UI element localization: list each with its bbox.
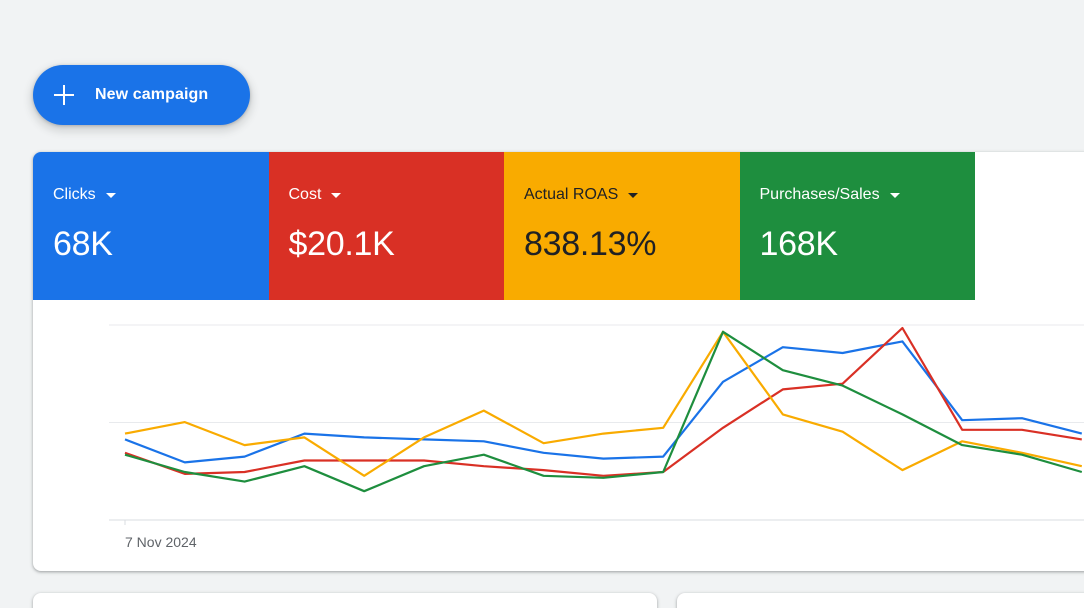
new-campaign-button[interactable]: New campaign [33, 65, 250, 125]
new-campaign-label: New campaign [95, 86, 209, 103]
metric-header: Purchases/Sales [760, 185, 976, 205]
metric-name: Purchases/Sales [759, 186, 880, 203]
dropdown-caret-icon[interactable] [889, 192, 900, 198]
dropdown-caret-icon[interactable] [105, 192, 116, 198]
metric-header: Clicks [53, 185, 269, 205]
series-line-1 [124, 340, 1083, 464]
dropdown-caret-icon[interactable] [331, 192, 342, 198]
metric-tab-actual-roas[interactable]: Actual ROAS 838.13% [504, 152, 740, 300]
metric-value: $20.1K [288, 225, 395, 263]
metric-tabs: Clicks 68K Cost $20.1K Actual ROAS 838.1… [33, 152, 975, 300]
metric-name: Clicks [53, 186, 96, 203]
metric-header: Actual ROAS [524, 185, 740, 205]
metric-value: 68K [53, 225, 113, 263]
metric-tab-clicks[interactable]: Clicks 68K [33, 152, 269, 300]
x-axis-tick-label: 7 Nov 2024 [125, 534, 197, 550]
metric-name: Actual ROAS [524, 186, 619, 203]
performance-line-chart[interactable] [33, 300, 1084, 571]
metric-name: Cost [288, 186, 322, 203]
dropdown-caret-icon[interactable] [628, 192, 639, 198]
bottom-card-left [33, 593, 657, 608]
metric-value: 838.13% [524, 225, 657, 263]
metric-header: Cost [289, 185, 505, 205]
series-line-2 [124, 326, 1082, 477]
metric-value: 168K [759, 225, 839, 263]
performance-card: Clicks 68K Cost $20.1K Actual ROAS 838.1… [33, 152, 1084, 571]
bottom-card-right [677, 593, 1084, 608]
plus-icon [53, 84, 75, 106]
chart-svg [109, 324, 1084, 525]
series-line-4 [124, 330, 1083, 493]
series-line-3 [124, 330, 1083, 477]
metric-tab-cost[interactable]: Cost $20.1K [268, 152, 505, 300]
metric-tab-purchases-sales[interactable]: Purchases/Sales 168K [739, 152, 976, 300]
